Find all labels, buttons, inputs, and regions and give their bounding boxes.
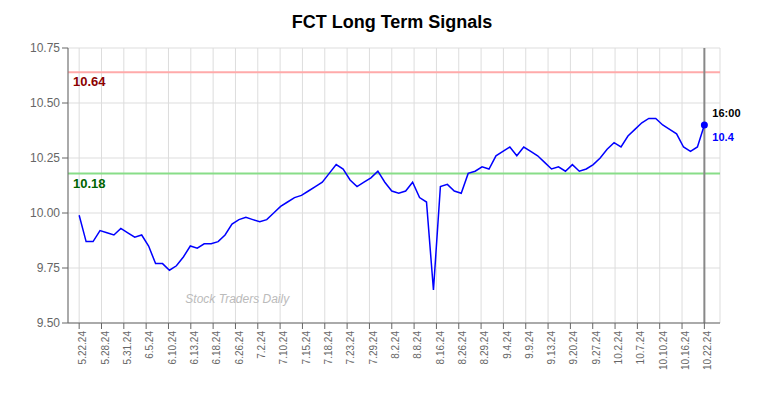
svg-text:7.18.24: 7.18.24 <box>323 331 334 365</box>
svg-text:7.15.24: 7.15.24 <box>301 331 312 365</box>
svg-text:10.25: 10.25 <box>30 151 60 165</box>
svg-text:9.13.24: 9.13.24 <box>546 331 557 365</box>
svg-text:10.00: 10.00 <box>30 206 60 220</box>
html-text:Stock Traders Daily: Stock Traders Daily <box>185 291 290 306</box>
svg-text:10.4: 10.4 <box>712 131 734 143</box>
svg-text:10.2.24: 10.2.24 <box>613 331 624 365</box>
svg-text:9.9.24: 9.9.24 <box>524 331 535 359</box>
svg-text:10.50: 10.50 <box>30 96 60 110</box>
svg-text:8.2.24: 8.2.24 <box>390 331 401 359</box>
svg-text:7.29.24: 7.29.24 <box>368 331 379 365</box>
svg-text:5.31.24: 5.31.24 <box>122 331 133 365</box>
svg-text:10.75: 10.75 <box>30 41 60 55</box>
svg-text:9.75: 9.75 <box>37 261 61 275</box>
svg-text:10.10.24: 10.10.24 <box>658 331 669 370</box>
svg-text:7.23.24: 7.23.24 <box>345 331 356 365</box>
svg-text:10.18: 10.18 <box>73 176 106 191</box>
svg-text:7.2.24: 7.2.24 <box>256 331 267 359</box>
svg-text:10.22.24: 10.22.24 <box>702 331 713 370</box>
html-text:FCT Long Term Signals: FCT Long Term Signals <box>291 12 493 32</box>
svg-text:8.16.24: 8.16.24 <box>435 331 446 365</box>
svg-text:9.27.24: 9.27.24 <box>591 331 602 365</box>
svg-text:8.29.24: 8.29.24 <box>479 331 490 365</box>
svg-text:10.7.24: 10.7.24 <box>635 331 646 365</box>
svg-text:6.26.24: 6.26.24 <box>234 331 245 365</box>
svg-text:9.4.24: 9.4.24 <box>502 331 513 359</box>
svg-text:5.22.24: 5.22.24 <box>77 331 88 365</box>
svg-text:6.13.24: 6.13.24 <box>189 331 200 365</box>
svg-text:5.28.24: 5.28.24 <box>100 331 111 365</box>
svg-text:6.18.24: 6.18.24 <box>211 331 222 365</box>
svg-text:7.10.24: 7.10.24 <box>278 331 289 365</box>
svg-text:6.10.24: 6.10.24 <box>167 331 178 365</box>
svg-text:10.16.24: 10.16.24 <box>680 331 691 370</box>
svg-text:9.50: 9.50 <box>37 316 61 330</box>
svg-text:9.20.24: 9.20.24 <box>568 331 579 365</box>
svg-text:6.5.24: 6.5.24 <box>144 331 155 359</box>
svg-text:10.64: 10.64 <box>73 74 106 89</box>
svg-text:8.26.24: 8.26.24 <box>457 331 468 365</box>
svg-text:16:00: 16:00 <box>712 107 740 119</box>
svg-text:8.8.24: 8.8.24 <box>412 331 423 359</box>
